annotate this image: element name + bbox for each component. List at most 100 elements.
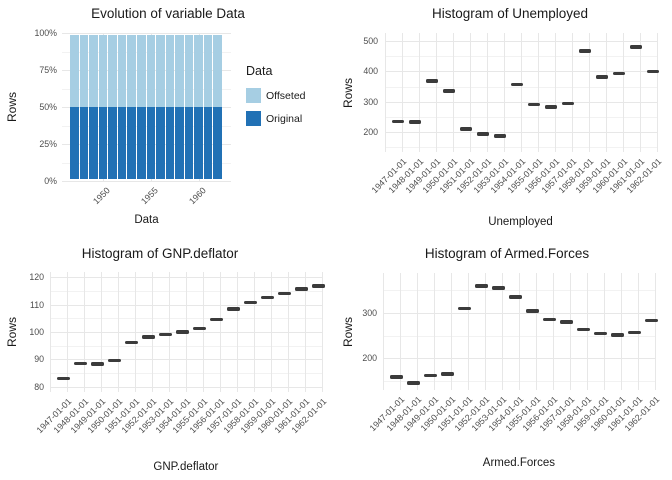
x-axis-label: Data	[134, 214, 159, 226]
gridline-v	[503, 33, 505, 152]
bar-segment-offseted	[184, 35, 194, 107]
gridline-v	[66, 272, 68, 392]
data-dash	[74, 361, 87, 366]
data-dash	[526, 309, 539, 313]
y-tick-label: 100%	[34, 28, 58, 38]
chart-title: Histogram of Armed.Forces	[424, 246, 590, 261]
legend-label-offseted: Offseted	[266, 90, 306, 102]
panel-unemployed: Histogram of Unemployed Rows Unemployed 200…	[336, 0, 672, 240]
data-dash	[577, 327, 590, 332]
data-dash	[244, 300, 257, 305]
bar-segment-original	[70, 107, 79, 179]
legend-key-original	[246, 111, 261, 126]
bar-segment-offseted	[108, 35, 117, 107]
data-dash	[527, 102, 541, 107]
data-dash	[425, 79, 439, 83]
data-dash	[159, 333, 172, 337]
data-dash	[476, 132, 490, 136]
gridline-v	[656, 33, 658, 152]
data-dash	[424, 373, 437, 378]
data-dash	[544, 105, 558, 109]
gridline-v	[304, 272, 306, 392]
bar-segment-offseted	[213, 35, 223, 107]
bar-segment-original	[146, 107, 156, 179]
data-dash	[210, 317, 223, 322]
bar-segment-offseted	[117, 35, 127, 107]
data-dash	[509, 295, 522, 299]
bar-segment-original	[79, 107, 89, 179]
data-dash	[475, 284, 488, 288]
panel-armed-forces: Histogram of Armed.Forces Rows Armed.Force…	[336, 240, 672, 480]
bar-segment-offseted	[165, 35, 175, 107]
gridline-v	[287, 272, 289, 392]
bar-segment-original	[117, 107, 127, 179]
data-dash	[492, 286, 505, 290]
data-dash	[278, 291, 291, 295]
bar-segment-offseted	[146, 35, 156, 107]
data-dash	[261, 295, 274, 300]
gridline-h-major	[62, 33, 231, 34]
bar-segment-original	[194, 107, 203, 179]
data-dash	[442, 89, 456, 93]
gridline-v	[433, 273, 435, 390]
data-dash	[125, 340, 138, 345]
y-tick-label: 300	[363, 96, 378, 107]
gridline-v	[622, 33, 624, 152]
bar-segment-original	[98, 107, 108, 179]
data-dash	[645, 319, 658, 323]
bar-segment-offseted	[203, 35, 213, 107]
data-dash	[408, 120, 422, 124]
data-dash	[560, 320, 573, 324]
bar-segment-original	[127, 107, 136, 179]
bar-segment-offseted	[70, 35, 79, 107]
data-dash	[578, 49, 592, 53]
y-tick-label: 200	[363, 127, 378, 137]
chart-title: Evolution of variable Data	[91, 6, 245, 21]
chart-title: Histogram of GNP.deflator	[81, 246, 239, 261]
y-tick-label: 120	[29, 272, 44, 283]
chart-title: Histogram of Unemployed	[431, 6, 589, 21]
gridline-v	[554, 33, 556, 152]
x-axis-label: Unemployed	[488, 216, 553, 228]
gridline-v	[654, 273, 656, 390]
gridline-v	[401, 33, 403, 152]
gridline-v	[384, 33, 386, 152]
data-dash	[646, 69, 660, 73]
bar-segment-offseted	[79, 35, 89, 107]
y-tick-label: 300	[362, 307, 377, 318]
gridline-v	[620, 273, 622, 390]
gridline-v	[639, 33, 641, 152]
data-dash	[493, 134, 507, 138]
gridline-h-major	[62, 181, 231, 182]
data-dash	[227, 307, 240, 311]
gridline-v	[537, 33, 539, 152]
y-tick-label: 75%	[39, 65, 57, 75]
gridline-v	[399, 273, 401, 390]
data-dash	[91, 362, 104, 366]
bar-segment-original	[184, 107, 194, 179]
data-dash	[628, 330, 641, 334]
gridline-v	[382, 273, 384, 390]
gridline-v	[469, 33, 471, 152]
data-dash	[458, 306, 471, 311]
gridline-v	[321, 272, 323, 392]
bar-segment-original	[213, 107, 223, 179]
gridline-v	[586, 273, 588, 390]
legend-title: Data	[246, 64, 273, 78]
panel-gnp-deflator: Histogram of GNP.deflator Rows GNP.deflato…	[0, 240, 336, 480]
gridline-v	[603, 273, 605, 390]
bar-segment-original	[156, 107, 165, 179]
data-dash	[594, 331, 607, 335]
data-dash	[561, 101, 575, 106]
gridline-v	[100, 272, 102, 392]
data-dash	[441, 372, 454, 376]
gridline-v	[571, 33, 573, 152]
data-dash	[611, 333, 624, 337]
data-dash	[629, 45, 643, 49]
gridline-v	[605, 33, 607, 152]
data-dash	[612, 71, 626, 76]
gridline-v	[117, 272, 119, 392]
y-tick-label: 50%	[39, 102, 57, 112]
gridline-v	[486, 33, 488, 152]
